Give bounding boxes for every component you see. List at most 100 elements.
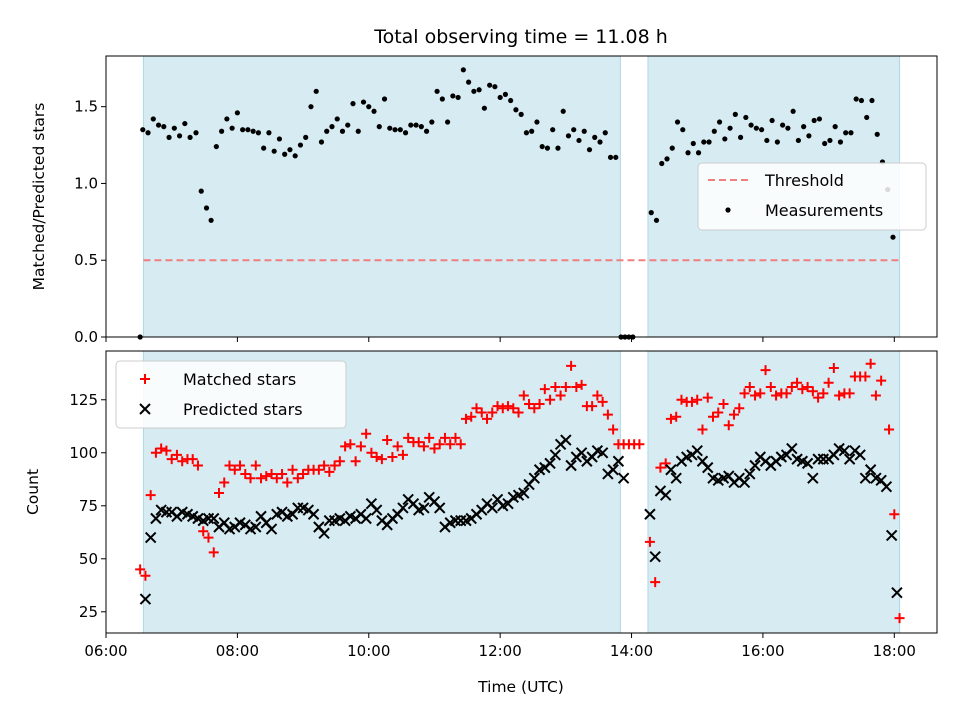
matched-star-point <box>266 468 277 479</box>
measurement-point <box>502 91 509 97</box>
measurement-point <box>187 134 193 140</box>
matched-star-point <box>713 407 724 418</box>
predicted-star-point <box>208 512 220 525</box>
matched-star-point <box>587 401 598 412</box>
matched-star-point <box>471 403 482 414</box>
matched-star-point <box>894 613 905 624</box>
matched-star-point <box>476 407 487 418</box>
measurement-point <box>282 151 288 157</box>
measurement-point <box>523 130 530 136</box>
observing-window <box>647 350 901 634</box>
x-tick-label: 18:00 <box>873 642 916 660</box>
matched-star-point <box>534 399 545 410</box>
matched-star-point <box>429 443 440 454</box>
matched-star-point <box>729 409 740 420</box>
measurement-point <box>690 140 696 147</box>
matched-star-point <box>382 435 393 446</box>
matched-star-point <box>702 392 713 403</box>
measurement-point <box>806 133 812 139</box>
measurement-point <box>219 128 225 134</box>
matched-star-point <box>734 403 745 414</box>
predicted-star-point <box>575 447 588 459</box>
measurement-point <box>822 140 828 147</box>
measurement-point <box>444 119 451 125</box>
measurement-point <box>748 122 754 128</box>
matched-star-point <box>192 460 203 471</box>
measurement-point <box>602 130 608 136</box>
matched-star-point <box>750 390 761 401</box>
measurement-point <box>597 139 603 145</box>
measurement-point <box>737 134 744 140</box>
matched-star-point <box>602 409 613 420</box>
predicted-star-point <box>397 502 409 514</box>
legend-box <box>697 162 927 231</box>
predicted-star-point <box>518 487 530 499</box>
matched-star-point <box>319 460 330 471</box>
matched-star-point <box>571 382 582 393</box>
matched-star-point <box>813 392 824 403</box>
matched-star-point <box>455 439 466 450</box>
measurement-point <box>659 160 665 167</box>
measurement-point <box>529 128 535 134</box>
measurement-point <box>171 125 177 131</box>
matched-star-point <box>161 445 172 456</box>
matched-star-point <box>350 456 361 467</box>
matched-star-point <box>403 432 414 443</box>
measurement-point <box>402 130 409 136</box>
measurement-point <box>345 122 351 128</box>
matched-star-point <box>697 424 708 435</box>
matched-star-point <box>739 388 750 399</box>
matched-star-point <box>797 384 808 395</box>
y-tick-label: 100 <box>69 444 98 462</box>
matched-star-point <box>870 390 881 401</box>
predicted-star-point <box>702 461 714 474</box>
measurement-point <box>329 124 335 130</box>
measurement-point <box>680 127 686 133</box>
measurement-point <box>701 139 707 145</box>
matched-star-point <box>460 413 471 424</box>
measurement-point <box>155 122 162 128</box>
matched-star-point <box>413 437 424 448</box>
measurement-point <box>743 114 749 121</box>
legend-measurements-swatch <box>725 207 731 213</box>
matched-star-point <box>171 449 182 460</box>
measurement-point <box>848 130 854 136</box>
plot-frame <box>105 55 938 338</box>
measurement-point <box>224 116 230 122</box>
predicted-star-point <box>859 472 872 484</box>
matched-star-point <box>592 390 603 401</box>
legend: Threshold Measurements <box>697 162 927 231</box>
legend-matched-label: Matched stars <box>183 370 296 389</box>
matched-star-point <box>655 462 666 473</box>
y-tick-label: 0.5 <box>74 251 98 269</box>
measurement-point <box>318 139 325 145</box>
measurement-point <box>397 127 403 133</box>
matched-star-point <box>492 401 503 412</box>
predicted-star-point <box>838 444 851 457</box>
x-tick-label: 14:00 <box>610 642 653 660</box>
matched-star-point <box>865 358 876 369</box>
matched-star-point <box>156 443 167 454</box>
measurement-point <box>827 137 833 144</box>
predicted-star-point <box>418 502 430 514</box>
matched-star-point <box>166 454 177 465</box>
matched-star-point <box>555 390 566 401</box>
measurement-point <box>664 156 670 162</box>
measurement-point <box>213 143 219 150</box>
measurement-point <box>308 104 314 110</box>
matched-star-point <box>418 441 429 452</box>
measurement-point <box>203 205 210 211</box>
matched-star-point <box>229 464 240 475</box>
matched-star-point <box>250 460 261 471</box>
measurement-point <box>753 125 759 131</box>
matched-star-point <box>876 375 887 386</box>
predicted-star-point <box>854 449 866 461</box>
measurement-point <box>539 143 545 150</box>
matched-star-point <box>282 477 293 488</box>
y-tick-label: 1.5 <box>74 98 98 116</box>
measurement-point <box>518 111 524 117</box>
predicted-star-point <box>617 472 630 484</box>
observing-window <box>142 55 621 338</box>
matched-star-point <box>271 473 282 484</box>
